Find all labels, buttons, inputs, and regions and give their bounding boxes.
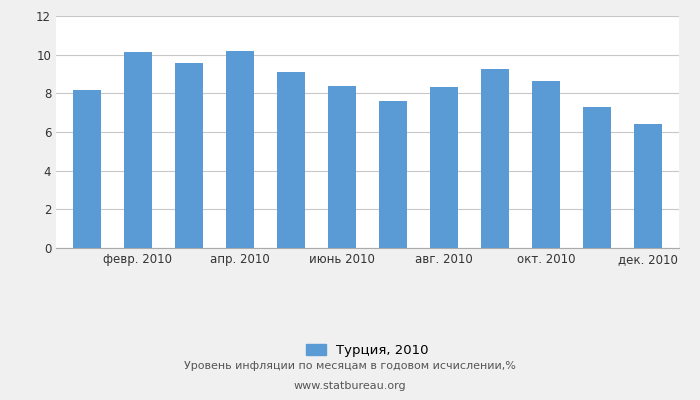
Bar [379,102,407,248]
Text: Уровень инфляции по месяцам в годовом исчислении,%: Уровень инфляции по месяцам в годовом ис… [184,361,516,371]
Bar [481,69,509,248]
Bar [226,51,254,248]
Bar [583,107,611,248]
Bar [430,87,458,248]
Bar [124,52,152,248]
Legend: Турция, 2010: Турция, 2010 [301,338,434,362]
Text: www.statbureau.org: www.statbureau.org [294,381,406,391]
Bar [73,90,101,248]
Bar [328,86,356,248]
Bar [175,63,203,248]
Bar [532,81,560,248]
Bar [277,72,305,248]
Bar [634,124,662,248]
